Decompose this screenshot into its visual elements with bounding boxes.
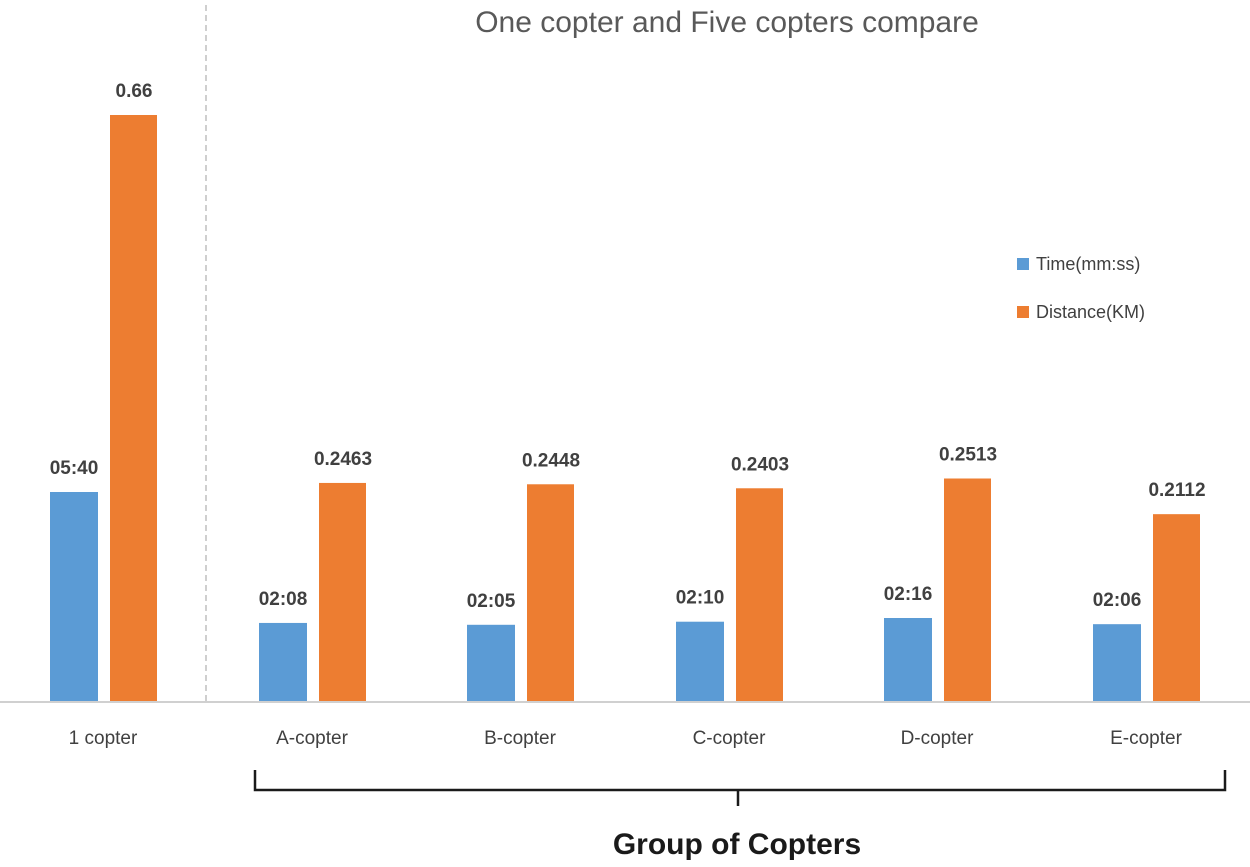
bar-distance (527, 484, 574, 702)
data-label-time: 02:05 (467, 591, 516, 612)
bar-time (259, 622, 307, 702)
data-label-time: 02:06 (1093, 590, 1142, 611)
category-label: C-copter (693, 728, 767, 749)
data-label-time: 05:40 (50, 458, 99, 479)
data-label-distance: 0.2448 (522, 450, 580, 471)
legend-label-time: Time(mm:ss) (1036, 254, 1140, 274)
bar-time (676, 621, 724, 702)
data-label-time: 02:10 (676, 588, 725, 609)
legend-swatch-distance (1017, 306, 1029, 318)
bar-distance (319, 482, 366, 702)
legend-swatch-time (1017, 258, 1029, 270)
data-label-distance: 0.2403 (731, 454, 789, 475)
category-label: E-copter (1110, 728, 1182, 749)
category-label: D-copter (901, 728, 975, 749)
x-axis-title: Group of Copters (613, 828, 861, 861)
category-label: B-copter (484, 728, 556, 749)
bar-time (50, 492, 98, 702)
chart-title: One copter and Five copters compare (475, 6, 979, 39)
bar-distance (1153, 514, 1200, 702)
bar-time (1093, 624, 1141, 702)
bar-distance (110, 115, 157, 702)
bar-time (884, 618, 932, 702)
category-label: 1 copter (69, 728, 138, 749)
bar-distance (944, 478, 991, 702)
bar-time (467, 624, 515, 702)
data-label-distance: 0.66 (116, 81, 153, 102)
data-label-time: 02:16 (884, 584, 933, 605)
bar-distance (736, 488, 783, 702)
data-label-distance: 0.2463 (314, 449, 372, 470)
data-label-distance: 0.2513 (939, 444, 997, 465)
category-label: A-copter (276, 728, 348, 749)
group-bracket (253, 770, 1227, 806)
data-label-time: 02:08 (259, 589, 308, 610)
data-label-distance: 0.2112 (1148, 480, 1205, 501)
legend-label-distance: Distance(KM) (1036, 302, 1145, 322)
legend: Time(mm:ss) Distance(KM) (1017, 254, 1145, 322)
